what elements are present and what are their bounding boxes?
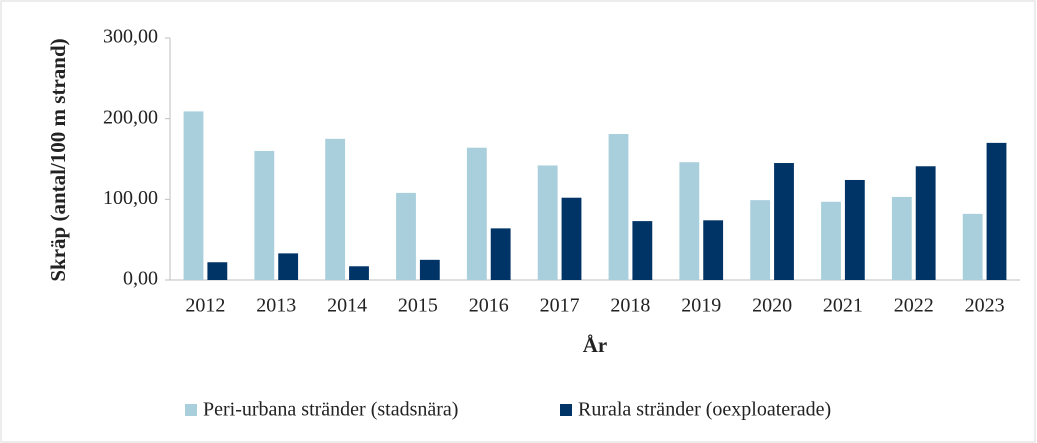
x-tick-label: 2022 bbox=[894, 295, 934, 317]
bar bbox=[278, 253, 299, 280]
bar bbox=[844, 179, 865, 280]
x-tick-label: 2015 bbox=[398, 295, 438, 317]
x-tick-label: 2019 bbox=[681, 295, 721, 317]
bar bbox=[490, 228, 511, 280]
bar bbox=[891, 196, 912, 280]
bar bbox=[750, 200, 771, 280]
bar bbox=[915, 166, 936, 280]
bar bbox=[537, 165, 558, 280]
y-tick-label: 0,00 bbox=[123, 268, 158, 290]
bar bbox=[207, 262, 228, 280]
bar bbox=[679, 162, 700, 280]
legend-label: Rurala stränder (oexploaterade) bbox=[578, 399, 831, 421]
x-tick-label: 2013 bbox=[256, 295, 296, 317]
bar bbox=[349, 266, 369, 280]
legend-swatch bbox=[560, 404, 572, 416]
bar bbox=[183, 111, 204, 280]
bar bbox=[466, 147, 487, 280]
bar bbox=[561, 197, 582, 280]
x-tick-label: 2014 bbox=[327, 295, 367, 317]
bar bbox=[325, 138, 346, 280]
y-axis-label: Skräp (antal/100 m strand) bbox=[46, 38, 70, 281]
x-tick-label: 2012 bbox=[185, 295, 225, 317]
bar bbox=[962, 213, 983, 280]
bar bbox=[254, 150, 275, 280]
x-tick-label: 2018 bbox=[610, 295, 650, 317]
legend-swatch bbox=[185, 404, 197, 416]
bar bbox=[396, 192, 416, 280]
bar bbox=[608, 133, 629, 280]
bar bbox=[986, 142, 1007, 280]
y-tick-label: 300,00 bbox=[103, 26, 158, 48]
bar bbox=[774, 163, 794, 280]
y-tick-label: 200,00 bbox=[103, 106, 158, 128]
bar bbox=[703, 220, 724, 280]
x-tick-label: 2016 bbox=[469, 295, 509, 317]
bar bbox=[821, 201, 841, 280]
x-tick-label: 2023 bbox=[965, 295, 1005, 317]
legend-label: Peri-urbana stränder (stadsnära) bbox=[203, 399, 458, 421]
x-tick-label: 2017 bbox=[540, 295, 580, 317]
x-axis-label: År bbox=[583, 333, 608, 357]
x-tick-label: 2021 bbox=[823, 295, 863, 317]
bar bbox=[632, 221, 653, 280]
bar bbox=[419, 259, 440, 280]
x-tick-label: 2020 bbox=[752, 295, 792, 317]
y-tick-label: 100,00 bbox=[103, 187, 158, 209]
